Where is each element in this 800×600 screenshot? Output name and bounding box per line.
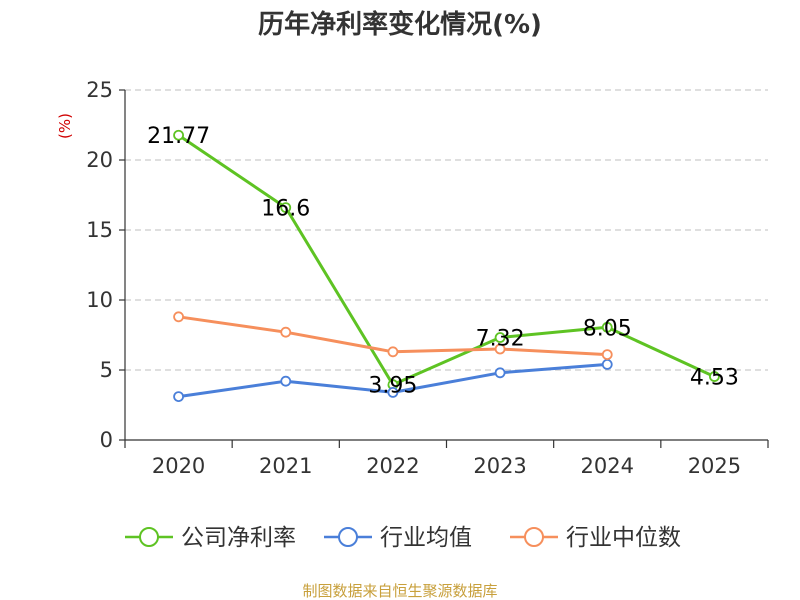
y-tick-label-0: 0 [100,428,113,452]
data-label-2024: 8.05 [583,316,632,341]
data-point-s2-2023[interactable] [494,343,506,355]
data-point-s2-2024[interactable] [601,349,613,361]
data-point-s2-2020[interactable] [173,311,184,323]
y-tick-label-25: 25 [86,78,113,102]
y-tick-label-15: 15 [86,218,113,242]
data-point-s1-2023[interactable] [494,367,506,379]
data-label-2022: 3.95 [368,374,417,399]
x-tick-label-2025: 2025 [688,454,741,478]
data-point-s0-2024[interactable] [601,321,613,333]
chart-title: 历年净利率变化情况(%) [258,9,542,40]
data-label-2025: 4.53 [690,366,739,391]
x-tick-label-2023: 2023 [473,454,526,478]
y-tick-label-5: 5 [100,358,113,382]
data-point-s0-2020[interactable] [173,129,184,141]
data-point-s1-2022[interactable] [387,386,399,398]
data-point-s1-2021[interactable] [280,375,292,387]
x-tick-label-2022: 2022 [366,454,419,478]
data-point-s1-2020[interactable] [173,391,184,403]
series-group [173,129,720,403]
y-tick-label-20: 20 [86,148,113,172]
legend-item-0[interactable]: 公司净利率 [125,525,296,551]
data-point-s0-2025[interactable] [709,371,720,382]
legend-label-0: 公司净利率 [181,525,296,551]
data-labels: 21.77 16.6 3.95 7.32 8.05 4.53 [147,124,739,398]
legend-item-1[interactable]: 行业均值 [324,525,472,551]
data-point-s0-2023[interactable] [494,332,506,343]
data-point-s2-2021[interactable] [280,326,292,338]
legend-marker-2 [524,527,544,547]
data-label-2023: 7.32 [476,327,525,352]
y-axis-label: (%) [56,113,74,139]
grid-lines [125,89,768,371]
legend-label-2: 行业中位数 [566,525,681,551]
data-point-s2-2022[interactable] [387,346,399,358]
x-tick-label-2020: 2020 [152,454,205,478]
data-label-2021: 16.6 [261,197,310,222]
series-line-0 [177,133,716,387]
legend-label-1: 行业均值 [380,525,472,551]
data-label-2020: 21.77 [147,124,210,149]
x-tick-label-2024: 2024 [581,454,634,478]
legend[interactable]: 公司净利率 行业均值 行业中位数 [125,525,681,551]
legend-item-2[interactable]: 行业中位数 [510,525,681,551]
x-tick-label-2021: 2021 [259,454,312,478]
legend-marker-1 [338,527,358,547]
source-note: 制图数据来自恒生聚源数据库 [302,582,497,600]
y-tick-label-10: 10 [86,288,113,312]
data-point-s1-2024[interactable] [601,358,613,370]
legend-marker-0 [139,527,159,547]
data-point-s0-2021[interactable] [280,202,292,214]
